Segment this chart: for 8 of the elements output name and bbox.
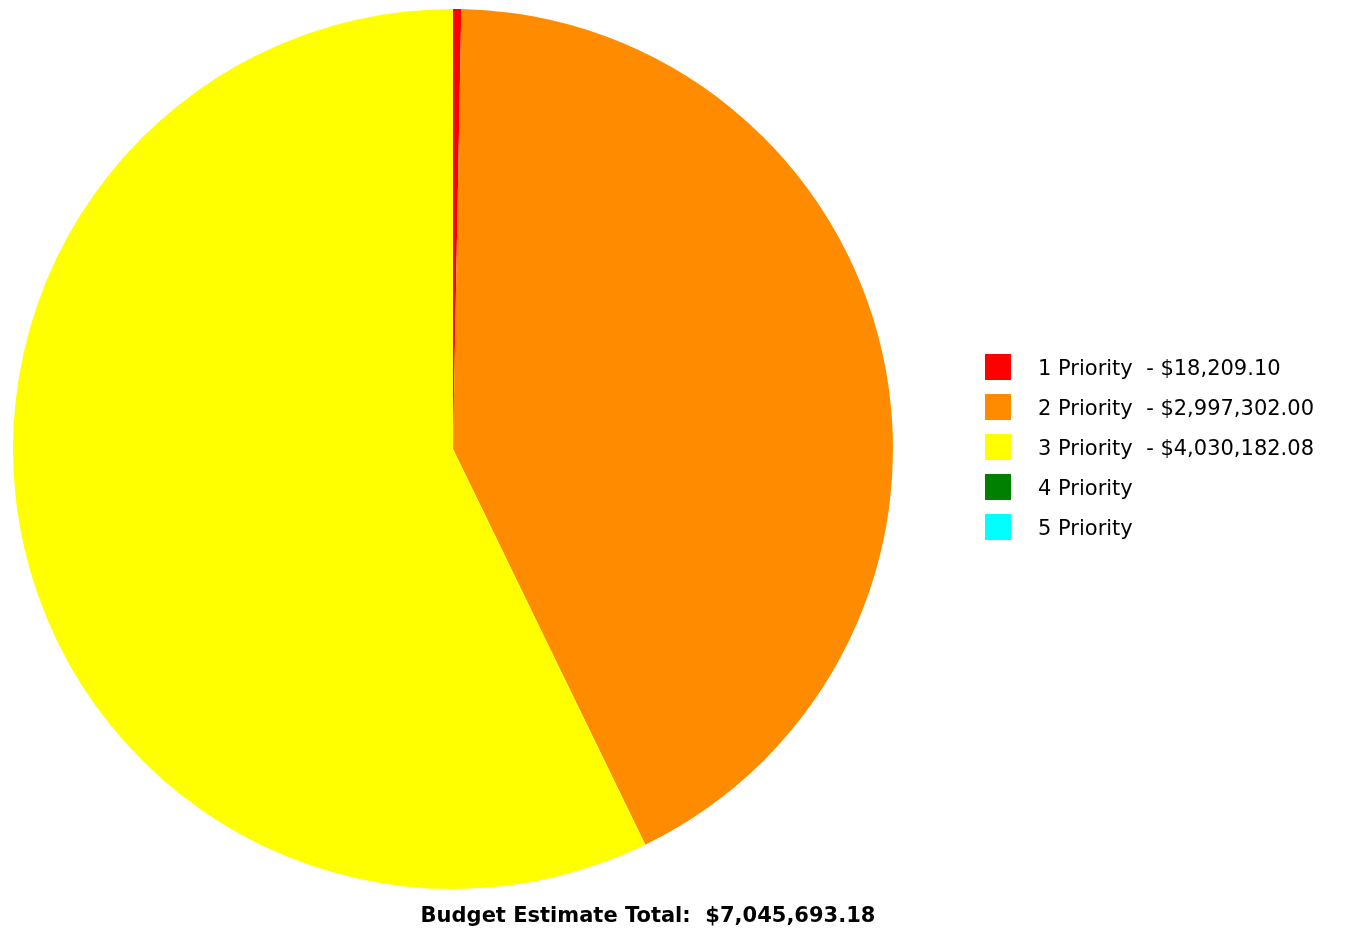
legend-label: 2 Priority - $2,997,302.00 — [1038, 396, 1315, 420]
pie-slice — [13, 9, 646, 889]
legend-label: 1 Priority - $18,209.10 — [1038, 356, 1281, 380]
legend-label: 3 Priority - $4,030,182.08 — [1038, 436, 1315, 460]
text: Budget Estimate Total: $7,045,693.18 — [420, 903, 876, 927]
legend-label: 4 Priority — [1038, 476, 1133, 500]
legend-label: 5 Priority — [1038, 516, 1133, 540]
pie-slice — [453, 9, 893, 845]
